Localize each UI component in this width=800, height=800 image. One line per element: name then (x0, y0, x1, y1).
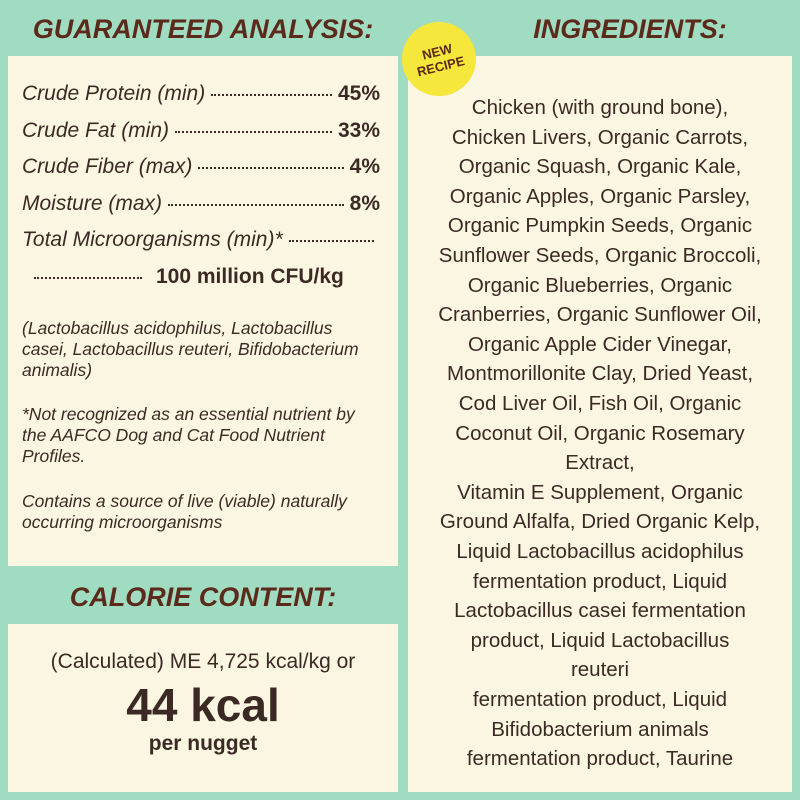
ingredient-line: Organic Pumpkin Seeds, Organic (447, 214, 753, 238)
ingredient-line: Ground Alfalfa, Dried Organic Kelp, (439, 510, 761, 534)
calorie-title: CALORIE CONTENT: (69, 582, 337, 612)
ingredient-line: Liquid Lactobacillus acidophilus (456, 540, 744, 563)
row-value: 4% (349, 155, 380, 178)
dot-leader (175, 130, 332, 133)
ingredients-title: INGREDIENTS: (533, 14, 727, 44)
ingredient-line: reuteri (570, 658, 630, 682)
analysis-row: 100 million CFU/kg (22, 265, 380, 289)
row-label: Moisture (max) (22, 191, 163, 215)
dot-leader (34, 277, 142, 279)
dot-leader (211, 94, 332, 96)
ingredient-line: fermentation product, Taurine (466, 747, 734, 771)
ingredients-panel (408, 56, 792, 792)
ingredient-line: Organic Blueberries, Organic (467, 273, 733, 297)
analysis-row: Total Microorganisms (min)* (22, 228, 380, 252)
row-value: 8% (349, 191, 380, 215)
ingredient-line: product, Liquid Lactobacillus (470, 628, 730, 652)
row-label: Crude Protein (min) (22, 82, 206, 105)
row-value: 33% (337, 118, 380, 142)
ingredient-line: Organic Apple Cider Vinegar, (467, 332, 732, 356)
row-value: 45% (337, 82, 380, 105)
analysis-row: Crude Protein (min) 45% (22, 82, 380, 106)
ingredient-line: Chicken Livers, Organic Carrots, (451, 125, 749, 149)
ingredient-line: Bifidobacterium animals (491, 717, 709, 741)
row-label: Crude Fat (min) (22, 118, 170, 142)
row-value: 100 million CFU/kg (156, 265, 344, 288)
ingredient-line: Chicken (with ground bone), (471, 96, 729, 119)
ingredient-line: Cod Liver Oil, Fish Oil, Organic (458, 392, 742, 415)
ingredient-line: fermentation product, Liquid (472, 569, 728, 593)
ingredient-line: Organic Squash, Organic Kale, (458, 155, 742, 179)
analysis-panel (8, 56, 398, 566)
ingredient-line: Sunflower Seeds, Organic Broccoli, (438, 244, 762, 267)
ingredient-line: Extract, (565, 451, 635, 475)
analysis-note: *Not recognized as an essential nutrient… (22, 404, 355, 466)
ingredient-line: Lactobacillus casei fermentation (454, 599, 746, 623)
ingredient-line: Cranberries, Organic Sunflower Oil, (438, 303, 762, 327)
analysis-row: Crude Fiber (max) 4% (22, 155, 380, 179)
dot-leader (288, 240, 374, 242)
calorie-sub: per nugget (148, 732, 258, 755)
ingredient-line: Montmorillonite Clay, Dried Yeast, (446, 362, 754, 386)
analysis-row: Moisture (max) 8% (22, 192, 380, 216)
calorie-big: 44 kcal (126, 679, 280, 731)
ingredient-line: Coconut Oil, Organic Rosemary (455, 421, 745, 445)
ingredient-line: fermentation product, Liquid (472, 688, 728, 711)
calorie-panel: (Calculated) ME 4,725 kcal/kg or 44 kcal… (8, 624, 398, 792)
analysis-row: Crude Fat (min) 33% (22, 119, 380, 143)
dot-leader (168, 203, 344, 206)
row-label: Total Microorganisms (min)* (22, 228, 283, 251)
analysis-title: GUARANTEED ANALYSIS: (32, 14, 374, 44)
analysis-note: Contains a source of live (viable) natur… (22, 491, 347, 532)
dot-leader (198, 167, 344, 169)
row-label: Crude Fiber (max) (22, 155, 193, 178)
ingredient-line: Vitamin E Supplement, Organic (457, 480, 743, 504)
analysis-note: (Lactobacillus acidophilus, Lactobacillu… (22, 318, 359, 380)
ingredient-line: Organic Apples, Organic Parsley, (449, 184, 751, 208)
calorie-line: (Calculated) ME 4,725 kcal/kg or (50, 650, 356, 673)
